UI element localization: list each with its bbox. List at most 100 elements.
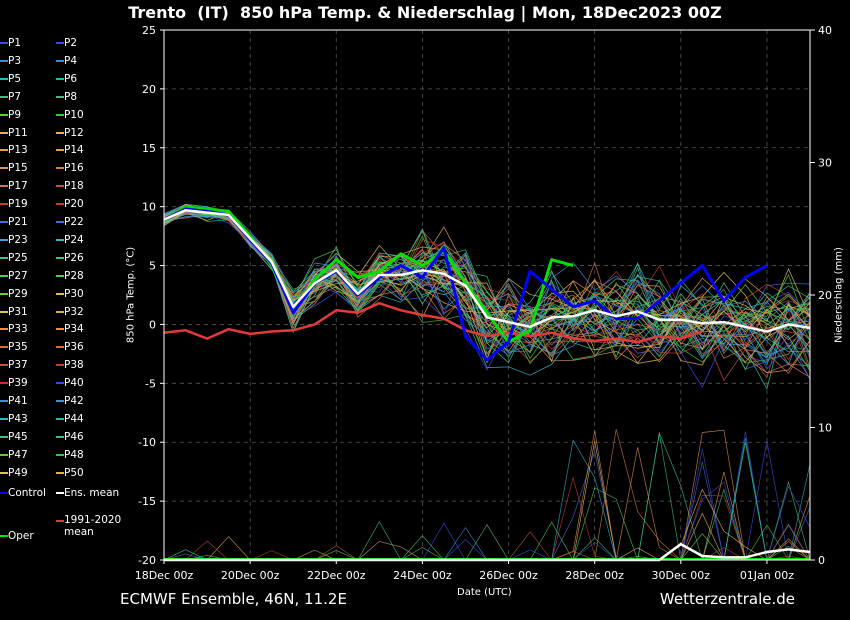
legend-label: P15 <box>8 162 28 175</box>
legend-label: Oper <box>8 530 34 542</box>
legend-swatch <box>0 435 8 438</box>
legend-label: P3 <box>8 54 22 67</box>
legend-swatch <box>56 167 64 170</box>
legend-swatch <box>56 256 64 259</box>
member-line <box>163 204 811 376</box>
y2-tick-label: 20 <box>818 289 832 302</box>
legend-label: P27 <box>8 269 28 282</box>
plot-frame <box>163 29 811 561</box>
member-precip-line <box>164 429 811 561</box>
legend-swatch <box>0 95 8 98</box>
legend-swatch <box>56 203 64 206</box>
y2-tick-label: 10 <box>818 422 832 435</box>
legend-swatch <box>0 113 8 116</box>
legend-swatch <box>0 131 8 134</box>
legend-swatch <box>56 131 64 134</box>
member-precip-line <box>164 437 811 561</box>
y2-tick-label: 40 <box>818 24 832 37</box>
legend-swatch <box>56 221 64 223</box>
x-tick-label: 18Dec 00z <box>135 569 194 582</box>
legend-label: P43 <box>8 412 28 425</box>
legend-swatch <box>56 328 64 331</box>
legend-swatch <box>56 492 64 494</box>
y-tick-label: 20 <box>142 83 156 96</box>
legend-label: P25 <box>8 251 28 264</box>
y-axis-label: 850 hPa Temp. (°C) <box>125 246 137 344</box>
legend-swatch <box>0 221 8 223</box>
legend-swatch <box>0 167 8 170</box>
legend-label: P50 <box>64 466 84 479</box>
legend-swatch <box>0 185 8 188</box>
legend-swatch <box>56 113 64 116</box>
member-precip-line <box>164 433 810 561</box>
legend-swatch <box>0 310 8 313</box>
legend-label: P38 <box>64 359 84 372</box>
legend-swatch <box>0 417 8 420</box>
x-tick-label: 26Dec 00z <box>479 569 538 582</box>
legend-label: P9 <box>8 108 22 121</box>
legend-swatch <box>56 274 64 277</box>
legend-swatch <box>0 203 8 206</box>
y-tick-label: -20 <box>138 554 156 567</box>
legend-label: Ens. mean <box>64 487 120 499</box>
legend-label: P48 <box>64 448 84 461</box>
legend-label: P19 <box>8 198 28 211</box>
legend-label: P46 <box>64 430 84 443</box>
legend-label: P34 <box>64 323 84 336</box>
x-tick-label: 28Dec 00z <box>565 569 624 582</box>
legend-swatch <box>56 95 64 98</box>
y-tick-label: -5 <box>145 377 156 390</box>
legend-label: P11 <box>8 126 28 139</box>
legend-swatch <box>0 453 8 456</box>
legend-swatch <box>56 59 64 62</box>
x-tick-label: 01Jan 00z <box>740 569 794 582</box>
legend-label: P13 <box>8 144 28 157</box>
legend-swatch <box>0 471 8 474</box>
legend-label: P1 <box>8 37 22 49</box>
legend-label: P28 <box>64 269 84 282</box>
legend-label: P16 <box>64 162 84 175</box>
legend-swatch <box>0 400 8 402</box>
legend-swatch <box>56 400 64 402</box>
legend-label: P49 <box>8 466 28 479</box>
legend-label: P6 <box>64 72 78 85</box>
legend-label: P47 <box>8 448 28 461</box>
legend-swatch <box>56 453 64 456</box>
oper-line <box>163 205 574 344</box>
member-line <box>163 206 811 358</box>
x-tick-label: 30Dec 00z <box>652 569 711 582</box>
legend-swatch <box>56 42 64 44</box>
legend-label: P29 <box>8 287 28 300</box>
legend-label: P12 <box>64 126 84 139</box>
legend-swatch <box>56 346 64 349</box>
member-line <box>163 213 810 353</box>
legend-swatch <box>0 42 8 44</box>
legend-label: P31 <box>8 305 28 318</box>
y-tick-label: 5 <box>149 260 156 273</box>
y-tick-label: 10 <box>142 201 156 214</box>
member-precip-line <box>164 476 811 561</box>
legend-swatch <box>56 417 64 420</box>
legend-swatch <box>0 364 8 367</box>
legend-label: P23 <box>8 233 28 246</box>
legend-swatch <box>56 185 64 188</box>
legend-label: P40 <box>64 377 84 390</box>
member-line <box>163 207 811 363</box>
y2-axis-label: Niederschlag (mm) <box>833 247 845 343</box>
y-tick-label: -10 <box>138 436 156 449</box>
y-tick-label: -15 <box>138 495 156 508</box>
legend-label: P7 <box>8 90 22 103</box>
member-precip-line <box>163 523 811 561</box>
legend-label: P21 <box>8 216 28 228</box>
legend-label: Control <box>8 487 46 499</box>
legend-swatch <box>0 77 8 80</box>
member-precip-line <box>164 480 811 561</box>
axes: -20 -15 -10 -5 0 5 10 15 20 25 0 10 20 30 40 18Dec 00z 2… <box>135 24 832 582</box>
legend-label: P24 <box>64 233 84 246</box>
legend-label: P17 <box>8 180 28 193</box>
member-precip-line <box>164 524 810 561</box>
legend-label: P5 <box>8 72 22 85</box>
legend-swatch <box>0 274 8 277</box>
legend-label: P35 <box>8 341 28 354</box>
x-tick-label: 24Dec 00z <box>393 569 452 582</box>
